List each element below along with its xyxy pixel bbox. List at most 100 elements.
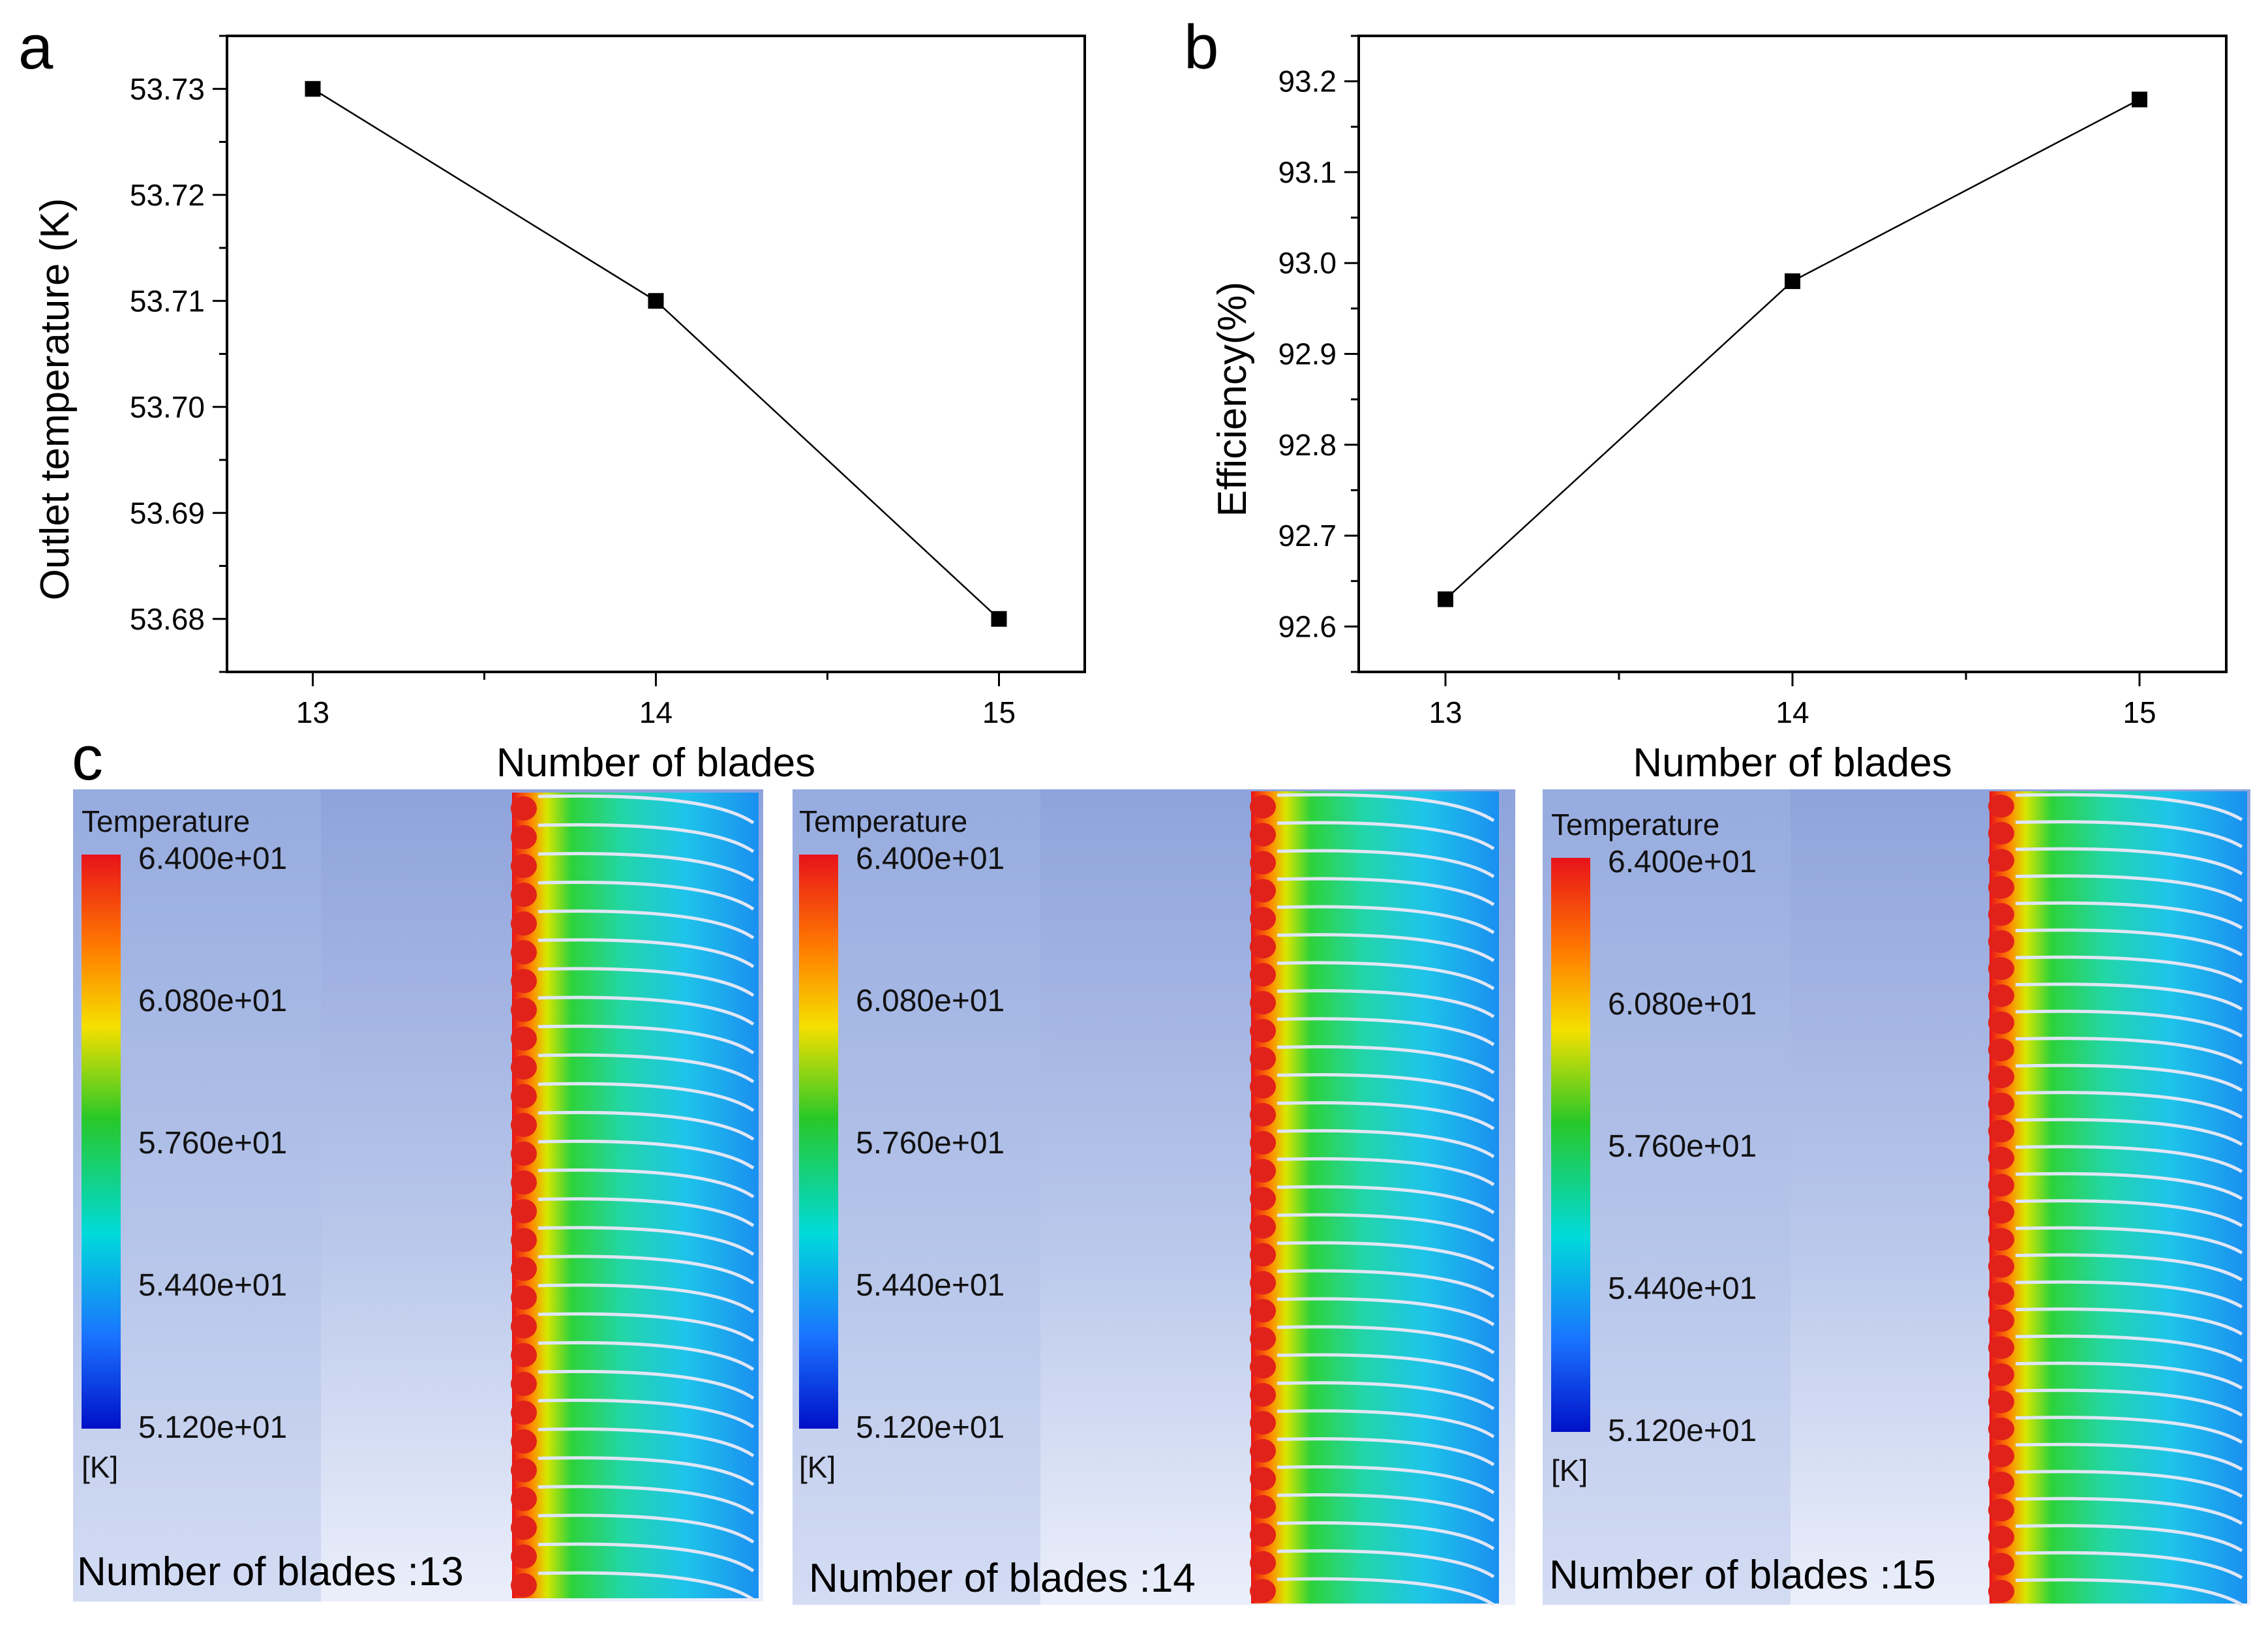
leading-edge — [1250, 1327, 1276, 1351]
leading-edge — [511, 1256, 537, 1281]
flow-field — [512, 793, 759, 1598]
colorbar-unit-15: [K] — [1551, 1453, 1588, 1487]
blade — [2015, 1009, 2243, 1038]
y-tick-label: 93.1 — [1278, 155, 1337, 189]
blade — [1277, 1577, 1495, 1607]
colorbar-tick-57-13: 5.760e+01 — [138, 1126, 287, 1161]
data-points-a — [305, 81, 1007, 627]
colorbar-tick-labels-15: 6.400e+01 6.080e+01 5.760e+01 5.440e+01 … — [1608, 845, 1757, 1448]
leading-edge — [1988, 1254, 2014, 1278]
leading-edge — [1988, 957, 2014, 980]
leading-edge — [1250, 851, 1276, 875]
blade — [1277, 933, 1495, 962]
y-tick-label: 93.0 — [1278, 246, 1337, 280]
blade — [537, 851, 755, 882]
leading-edge — [511, 1026, 537, 1051]
leading-edge — [1988, 1119, 2014, 1143]
leading-edge — [1988, 903, 2014, 926]
x-tick-label: 13 — [296, 695, 329, 729]
colorbar-tick-labels-14: 6.400e+01 6.080e+01 5.760e+01 5.440e+01 … — [856, 842, 1005, 1445]
blade — [537, 1399, 755, 1429]
leading-edge — [1988, 1579, 2014, 1603]
blade — [2015, 1361, 2243, 1390]
leading-edge — [511, 1112, 537, 1137]
leading-edge — [511, 969, 537, 994]
leading-edge — [511, 1487, 537, 1511]
leading-edge — [1250, 1215, 1276, 1239]
blade — [1277, 1493, 1495, 1523]
leading-edge — [511, 1515, 537, 1540]
leading-edge — [1988, 1065, 2014, 1089]
panel-letter-a: a — [18, 12, 53, 82]
leading-edge — [1250, 1495, 1276, 1519]
series-line-b — [1445, 99, 2140, 600]
blade — [2015, 1470, 2243, 1498]
blade — [537, 1513, 755, 1544]
colorbar-tick-51-14: 5.120e+01 — [856, 1410, 1005, 1445]
y-axis-label-a: Outlet temperature (K) — [33, 198, 78, 601]
colorbar-title-15: Temperature — [1551, 808, 1719, 842]
blade — [2015, 1091, 2243, 1119]
leading-edge — [1988, 1390, 2014, 1414]
blade — [1277, 1185, 1495, 1215]
x-tick-label: 15 — [2123, 695, 2156, 729]
colorbar-title-14: Temperature — [799, 804, 967, 838]
colorbar-tick-60-15: 6.080e+01 — [1608, 987, 1757, 1022]
y-tick-label: 53.73 — [130, 72, 205, 106]
data-point — [305, 81, 321, 97]
leading-edge — [1988, 930, 2014, 953]
blade — [2015, 901, 2243, 930]
blade — [1277, 1297, 1495, 1326]
leading-edge — [1988, 1282, 2014, 1305]
blade — [1277, 1213, 1495, 1243]
blade — [2015, 1442, 2243, 1471]
leading-edge — [511, 1084, 537, 1108]
leading-edge — [1988, 984, 2014, 1007]
y-axis-label-b: Efficiency(%) — [1210, 282, 1255, 517]
contour-panel-15: Temperature 6.400e+01 6.080e+01 5.760e+0… — [1543, 789, 2250, 1607]
blade — [537, 1485, 755, 1515]
blade — [2015, 874, 2243, 903]
flow-field — [1989, 791, 2247, 1603]
contour-caption-13: Number of blades :13 — [77, 1549, 464, 1594]
blade — [2015, 1172, 2243, 1200]
blade — [1277, 1465, 1495, 1495]
leading-edge — [511, 796, 537, 821]
blade — [1277, 1437, 1495, 1466]
blade — [2015, 1037, 2243, 1065]
leading-edge — [1250, 1466, 1276, 1491]
leading-edge — [511, 1429, 537, 1454]
colorbar-tick-54-14: 5.440e+01 — [856, 1268, 1005, 1303]
leading-edge — [511, 825, 537, 849]
plot-frame-b — [1357, 35, 2228, 673]
leading-edge — [511, 1400, 537, 1425]
leading-edge — [1988, 1553, 2014, 1576]
colorbar-tick-57-15: 5.760e+01 — [1608, 1129, 1757, 1164]
leading-edge — [1988, 1363, 2014, 1386]
leading-edge — [511, 1228, 537, 1253]
colorbar-tick-labels-13: 6.400e+01 6.080e+01 5.760e+01 5.440e+01 … — [138, 842, 287, 1445]
blade — [1277, 1381, 1495, 1410]
blade — [537, 1427, 755, 1457]
leading-edge — [1250, 1243, 1276, 1267]
blade — [1277, 849, 1495, 879]
x-tick-label: 14 — [639, 695, 673, 729]
blade — [2015, 1416, 2243, 1444]
blade — [1277, 1157, 1495, 1187]
y-tick-label: 53.71 — [130, 284, 205, 318]
axes-b: 92.6 92.7 92.8 92.9 93.0 93.1 93.2 13 14 15 — [1278, 35, 2156, 729]
leading-edge — [1250, 1438, 1276, 1463]
y-tick-label: 53.69 — [130, 496, 205, 530]
leading-edge — [1988, 1498, 2014, 1522]
blade — [537, 967, 755, 997]
blade — [1277, 1241, 1495, 1271]
blade — [2015, 1226, 2243, 1254]
blade — [537, 1369, 755, 1400]
leading-edge — [1250, 935, 1276, 959]
colorbar-13 — [82, 855, 121, 1429]
blade — [537, 938, 755, 968]
blade — [2015, 928, 2243, 957]
blade — [1277, 1101, 1495, 1131]
blade — [537, 1542, 755, 1573]
